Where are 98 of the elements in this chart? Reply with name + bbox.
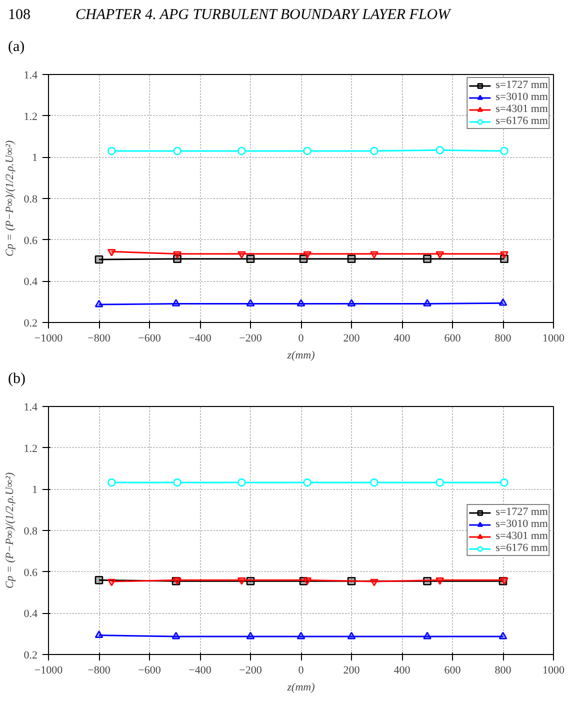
point — [173, 251, 182, 259]
point — [173, 146, 182, 156]
point — [423, 632, 432, 640]
x-tick-label: 600 — [444, 664, 462, 676]
point — [436, 478, 444, 487]
y-tick-label: 1.4 — [24, 402, 38, 414]
y-axis-title: Cp = (P−P∞)/(1/2.ρ.U∞²) — [4, 472, 16, 589]
point — [370, 578, 378, 586]
point — [172, 299, 180, 306]
legend-label: s=3010 mm — [496, 518, 548, 530]
point — [238, 146, 246, 156]
y-tick-label: 1.2 — [24, 110, 38, 123]
point — [370, 146, 378, 156]
x-tick-label: 800 — [494, 664, 512, 676]
x-tick-label: −800 — [88, 664, 111, 676]
point — [246, 299, 255, 306]
x-axis-title: z(mm) — [286, 350, 316, 362]
x-tick-label: 600 — [444, 332, 462, 344]
text: CHAPTER 4. APG TURBULENT BOUNDARY LAYER FLOW — [76, 6, 450, 25]
point — [498, 632, 508, 640]
point — [436, 251, 444, 259]
legend-label: s=6176 mm — [496, 115, 548, 127]
y-tick-label: 1 — [32, 484, 38, 496]
point — [370, 478, 378, 487]
point — [94, 300, 104, 308]
point — [436, 577, 444, 585]
x-axis-title: z(mm) — [286, 682, 316, 694]
point — [500, 251, 508, 259]
point — [94, 255, 104, 264]
x-tick-label: −400 — [188, 664, 212, 676]
y-tick-label: 0.2 — [24, 318, 38, 330]
x-tick-label: 200 — [343, 664, 360, 676]
point — [238, 577, 246, 585]
point — [347, 632, 356, 640]
point — [423, 299, 432, 306]
point — [107, 248, 116, 256]
legend-label: s=4301 mm — [496, 530, 548, 542]
y-tick-label: 0.6 — [24, 566, 38, 579]
x-tick-label: −200 — [239, 332, 262, 344]
legend-label: s=1727 mm — [496, 79, 548, 91]
point — [94, 630, 104, 638]
y-tick-label: 0.8 — [24, 194, 38, 206]
point — [238, 478, 246, 487]
point — [436, 146, 444, 154]
point — [238, 251, 246, 259]
point — [347, 299, 356, 306]
x-tick-label: 1000 — [542, 332, 565, 344]
legend-label: s=6176 mm — [496, 542, 548, 554]
legend-label: s=3010 mm — [496, 91, 548, 103]
legend-label: s=4301 mm — [496, 103, 548, 115]
chart-title: (b) — [8, 370, 26, 389]
x-tick-label: −600 — [138, 332, 162, 344]
x-tick-label: 400 — [394, 664, 411, 676]
point — [500, 478, 508, 487]
y-tick-label: 1.4 — [24, 70, 38, 82]
y-tick-label: 1 — [32, 152, 38, 164]
x-tick-label: 0 — [298, 664, 304, 676]
point — [347, 254, 356, 263]
point — [246, 632, 255, 640]
x-tick-label: −800 — [88, 332, 111, 344]
y-tick-label: 0.8 — [24, 526, 38, 538]
x-tick-label: −600 — [138, 664, 162, 676]
x-tick-label: 0 — [298, 332, 304, 344]
point — [299, 254, 308, 263]
y-axis-title: Cp = (P−P∞)/(1/2.ρ.U∞²) — [4, 140, 16, 257]
y-tick-label: 0.4 — [24, 608, 38, 620]
point — [94, 576, 104, 584]
point — [107, 146, 116, 156]
x-tick-label: −200 — [239, 664, 262, 676]
x-tick-label: −1000 — [34, 664, 64, 676]
chart-title: (a) — [8, 38, 25, 57]
point — [498, 298, 508, 306]
point — [303, 251, 312, 259]
point — [370, 251, 378, 259]
point — [296, 632, 306, 640]
point — [500, 146, 508, 156]
point — [423, 254, 432, 263]
point — [107, 578, 116, 586]
point — [296, 299, 306, 306]
point — [303, 478, 312, 487]
legend-label: s=1727 mm — [496, 506, 548, 518]
x-tick-label: 1000 — [542, 664, 565, 676]
point — [303, 146, 312, 156]
y-tick-label: 1.2 — [24, 442, 38, 455]
y-tick-label: 0.6 — [24, 234, 38, 247]
point — [172, 632, 180, 640]
y-tick-label: 0.4 — [24, 276, 38, 288]
x-tick-label: −1000 — [34, 332, 64, 344]
point — [173, 478, 182, 487]
point — [303, 577, 312, 585]
point — [246, 254, 255, 263]
y-tick-label: 0.2 — [24, 650, 38, 662]
x-tick-label: 400 — [394, 332, 411, 344]
x-tick-label: −400 — [188, 332, 212, 344]
x-tick-label: 200 — [343, 332, 360, 344]
x-tick-label: 800 — [494, 332, 512, 344]
text: 108 — [8, 6, 30, 25]
point — [107, 478, 116, 487]
